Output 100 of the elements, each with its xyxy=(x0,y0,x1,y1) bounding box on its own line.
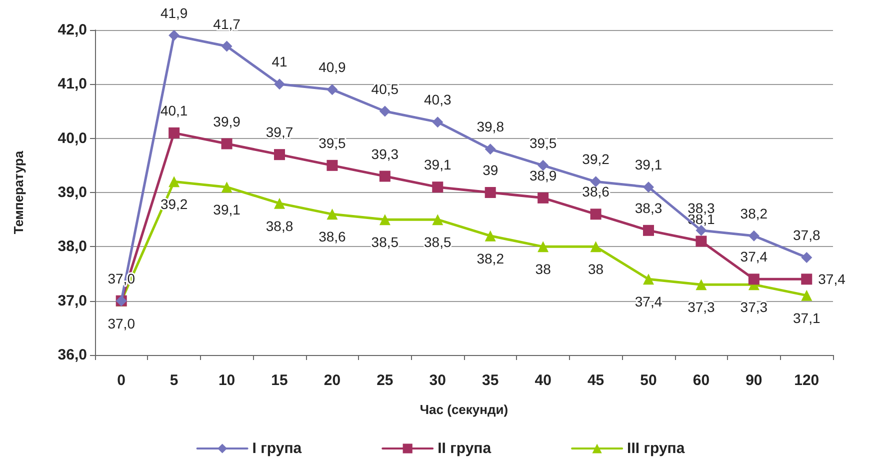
data-label: 40,9 xyxy=(318,59,346,76)
data-label: 37,4 xyxy=(740,248,768,265)
data-label: 39,8 xyxy=(476,118,504,135)
data-label: 39,2 xyxy=(582,151,610,168)
data-label: 39,1 xyxy=(213,202,241,218)
data-label: 38,8 xyxy=(266,218,294,234)
data-label: 38,2 xyxy=(476,250,504,266)
legend-label: III група xyxy=(627,440,686,457)
data-label: 39,5 xyxy=(318,134,346,151)
point xyxy=(484,187,496,198)
point xyxy=(590,176,602,188)
data-label: 38,6 xyxy=(318,228,346,245)
point xyxy=(801,252,812,263)
data-label: 39,7 xyxy=(266,124,294,140)
data-label: 39 xyxy=(482,162,498,178)
data-label: 37,4 xyxy=(818,271,846,288)
legend-label: I група xyxy=(252,440,302,457)
y-tick-label: 38,0 xyxy=(58,238,87,256)
x-tick-label: 30 xyxy=(429,372,446,389)
data-label: 37,1 xyxy=(793,310,820,326)
point xyxy=(484,230,496,242)
point xyxy=(432,182,444,193)
x-tick-label: 20 xyxy=(324,372,341,389)
point xyxy=(590,208,602,220)
data-label: 41 xyxy=(272,54,288,70)
x-tick-label: 25 xyxy=(376,372,394,389)
point xyxy=(748,274,760,285)
data-label: 38,5 xyxy=(371,234,399,250)
point xyxy=(696,279,707,290)
point xyxy=(379,106,390,117)
data-label: 38,5 xyxy=(424,234,452,250)
point xyxy=(801,290,812,301)
point xyxy=(748,230,760,242)
point xyxy=(168,30,180,41)
point xyxy=(432,116,444,128)
y-tick-label: 41,0 xyxy=(58,76,87,93)
x-tick-label: 0 xyxy=(117,372,126,389)
data-label: 37,4 xyxy=(634,294,662,310)
data-label: 39,9 xyxy=(213,113,241,130)
point xyxy=(221,40,232,52)
point xyxy=(538,160,549,171)
data-label: 39,1 xyxy=(424,156,452,173)
x-tick-label: 35 xyxy=(482,372,499,389)
point xyxy=(484,144,496,155)
point xyxy=(221,138,232,150)
data-label: 38,2 xyxy=(740,205,768,222)
data-label: 38,3 xyxy=(634,200,662,216)
data-label: 39,5 xyxy=(529,134,557,151)
point xyxy=(696,236,707,247)
data-label: 39,3 xyxy=(371,146,399,162)
x-axis-title: Час (секунди) xyxy=(420,402,508,417)
y-tick-label: 40,0 xyxy=(58,130,87,147)
data-label: 37,8 xyxy=(793,227,820,243)
point xyxy=(326,160,338,171)
x-tick-label: 120 xyxy=(794,372,820,389)
point xyxy=(168,176,180,188)
point xyxy=(326,84,338,96)
data-label: 37,0 xyxy=(108,315,136,332)
data-label: 38,6 xyxy=(582,184,610,200)
data-label: 38,9 xyxy=(529,167,557,184)
data-label: 38 xyxy=(588,261,604,278)
point xyxy=(538,192,549,204)
x-tick-label: 15 xyxy=(271,372,288,389)
point xyxy=(590,241,602,252)
y-tick-label: 36,0 xyxy=(58,346,87,364)
point xyxy=(274,198,285,209)
point xyxy=(432,214,444,226)
point xyxy=(274,149,285,160)
y-tick-label: 37,0 xyxy=(58,292,87,310)
data-label: 38 xyxy=(535,261,552,278)
data-label: 40,1 xyxy=(160,102,188,118)
point xyxy=(643,274,654,285)
x-tick-label: 60 xyxy=(692,372,710,389)
point xyxy=(643,224,654,236)
y-axis-title: Температура xyxy=(11,150,26,234)
data-label: 41,9 xyxy=(160,4,188,21)
x-tick-label: 50 xyxy=(640,372,657,389)
point xyxy=(538,241,549,252)
y-tick-label: 39,0 xyxy=(58,184,87,201)
data-label: 37,3 xyxy=(740,299,768,316)
legend-label: II група xyxy=(438,440,492,457)
point xyxy=(643,182,654,193)
data-label: 40,5 xyxy=(371,80,399,97)
point xyxy=(168,127,180,138)
x-tick-label: 90 xyxy=(746,372,762,389)
point xyxy=(326,208,338,220)
x-tick-label: 45 xyxy=(587,372,604,389)
x-tick-label: 5 xyxy=(170,372,178,389)
x-tick-label: 10 xyxy=(218,372,236,389)
point xyxy=(379,214,390,226)
point xyxy=(379,170,390,182)
point xyxy=(801,274,812,285)
y-tick-label: 42,0 xyxy=(58,22,87,38)
data-label: 40,3 xyxy=(424,92,452,108)
data-label: 39,1 xyxy=(634,156,662,173)
data-label: 41,7 xyxy=(213,16,241,32)
point xyxy=(274,78,285,90)
point xyxy=(221,182,232,193)
x-tick-label: 40 xyxy=(534,372,552,389)
data-label: 37,3 xyxy=(688,299,716,316)
